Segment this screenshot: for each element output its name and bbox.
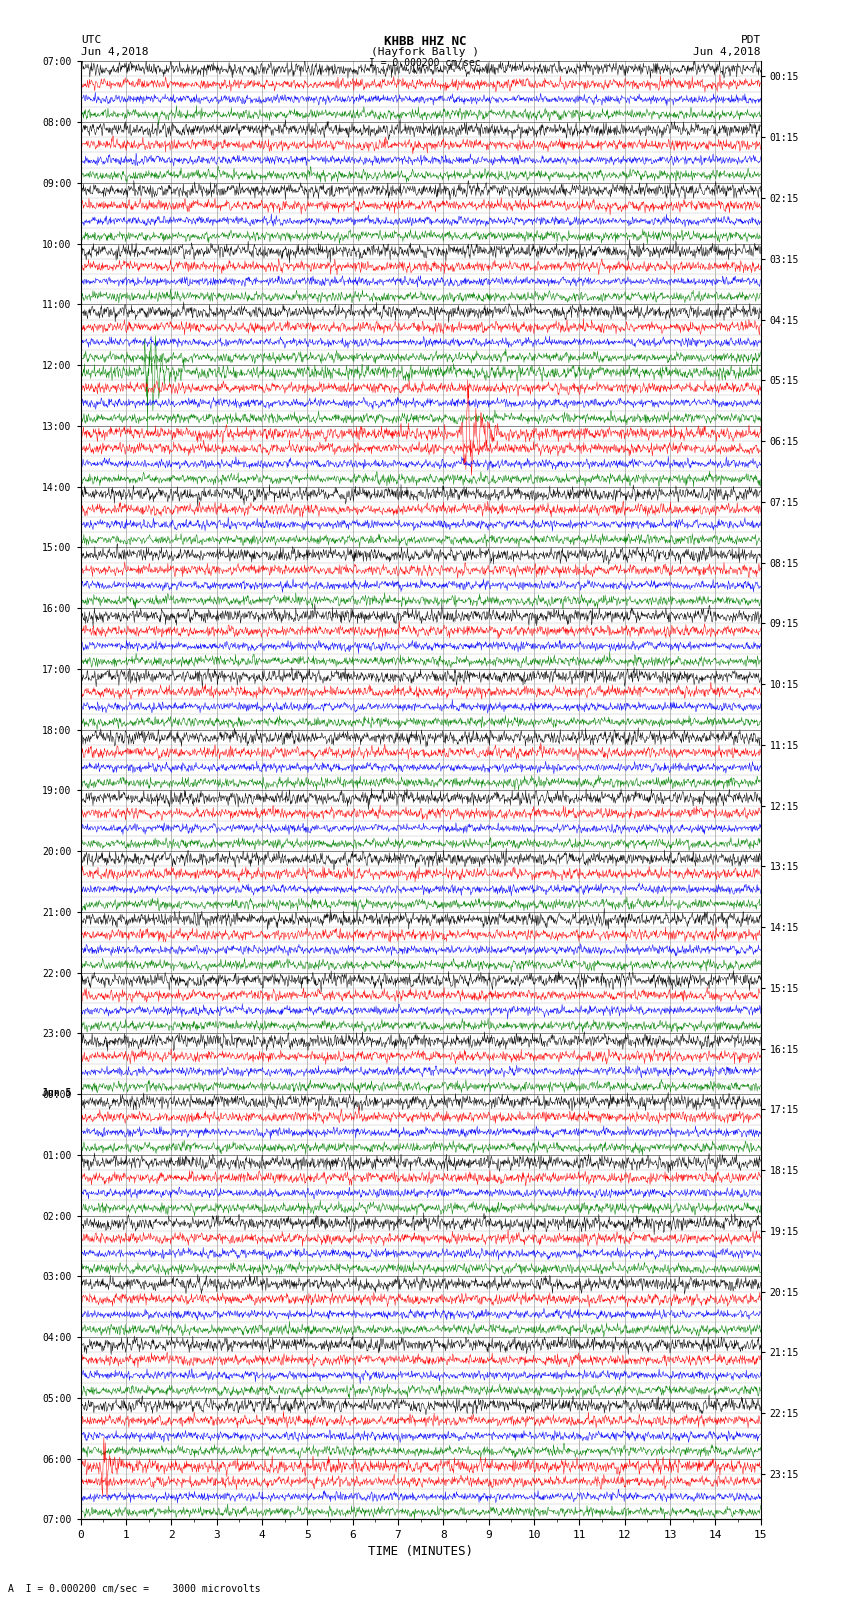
Text: Jun 4,2018: Jun 4,2018 (694, 47, 761, 56)
Text: Jun 5: Jun 5 (42, 1087, 72, 1098)
Text: Jun 4,2018: Jun 4,2018 (81, 47, 148, 56)
Text: KHBB HHZ NC: KHBB HHZ NC (383, 35, 467, 48)
Text: (Hayfork Bally ): (Hayfork Bally ) (371, 47, 479, 56)
Text: PDT: PDT (740, 35, 761, 45)
Text: A  I = 0.000200 cm/sec =    3000 microvolts: A I = 0.000200 cm/sec = 3000 microvolts (8, 1584, 261, 1594)
X-axis label: TIME (MINUTES): TIME (MINUTES) (368, 1545, 473, 1558)
Text: UTC: UTC (81, 35, 101, 45)
Text: I = 0.000200 cm/sec: I = 0.000200 cm/sec (369, 58, 481, 68)
